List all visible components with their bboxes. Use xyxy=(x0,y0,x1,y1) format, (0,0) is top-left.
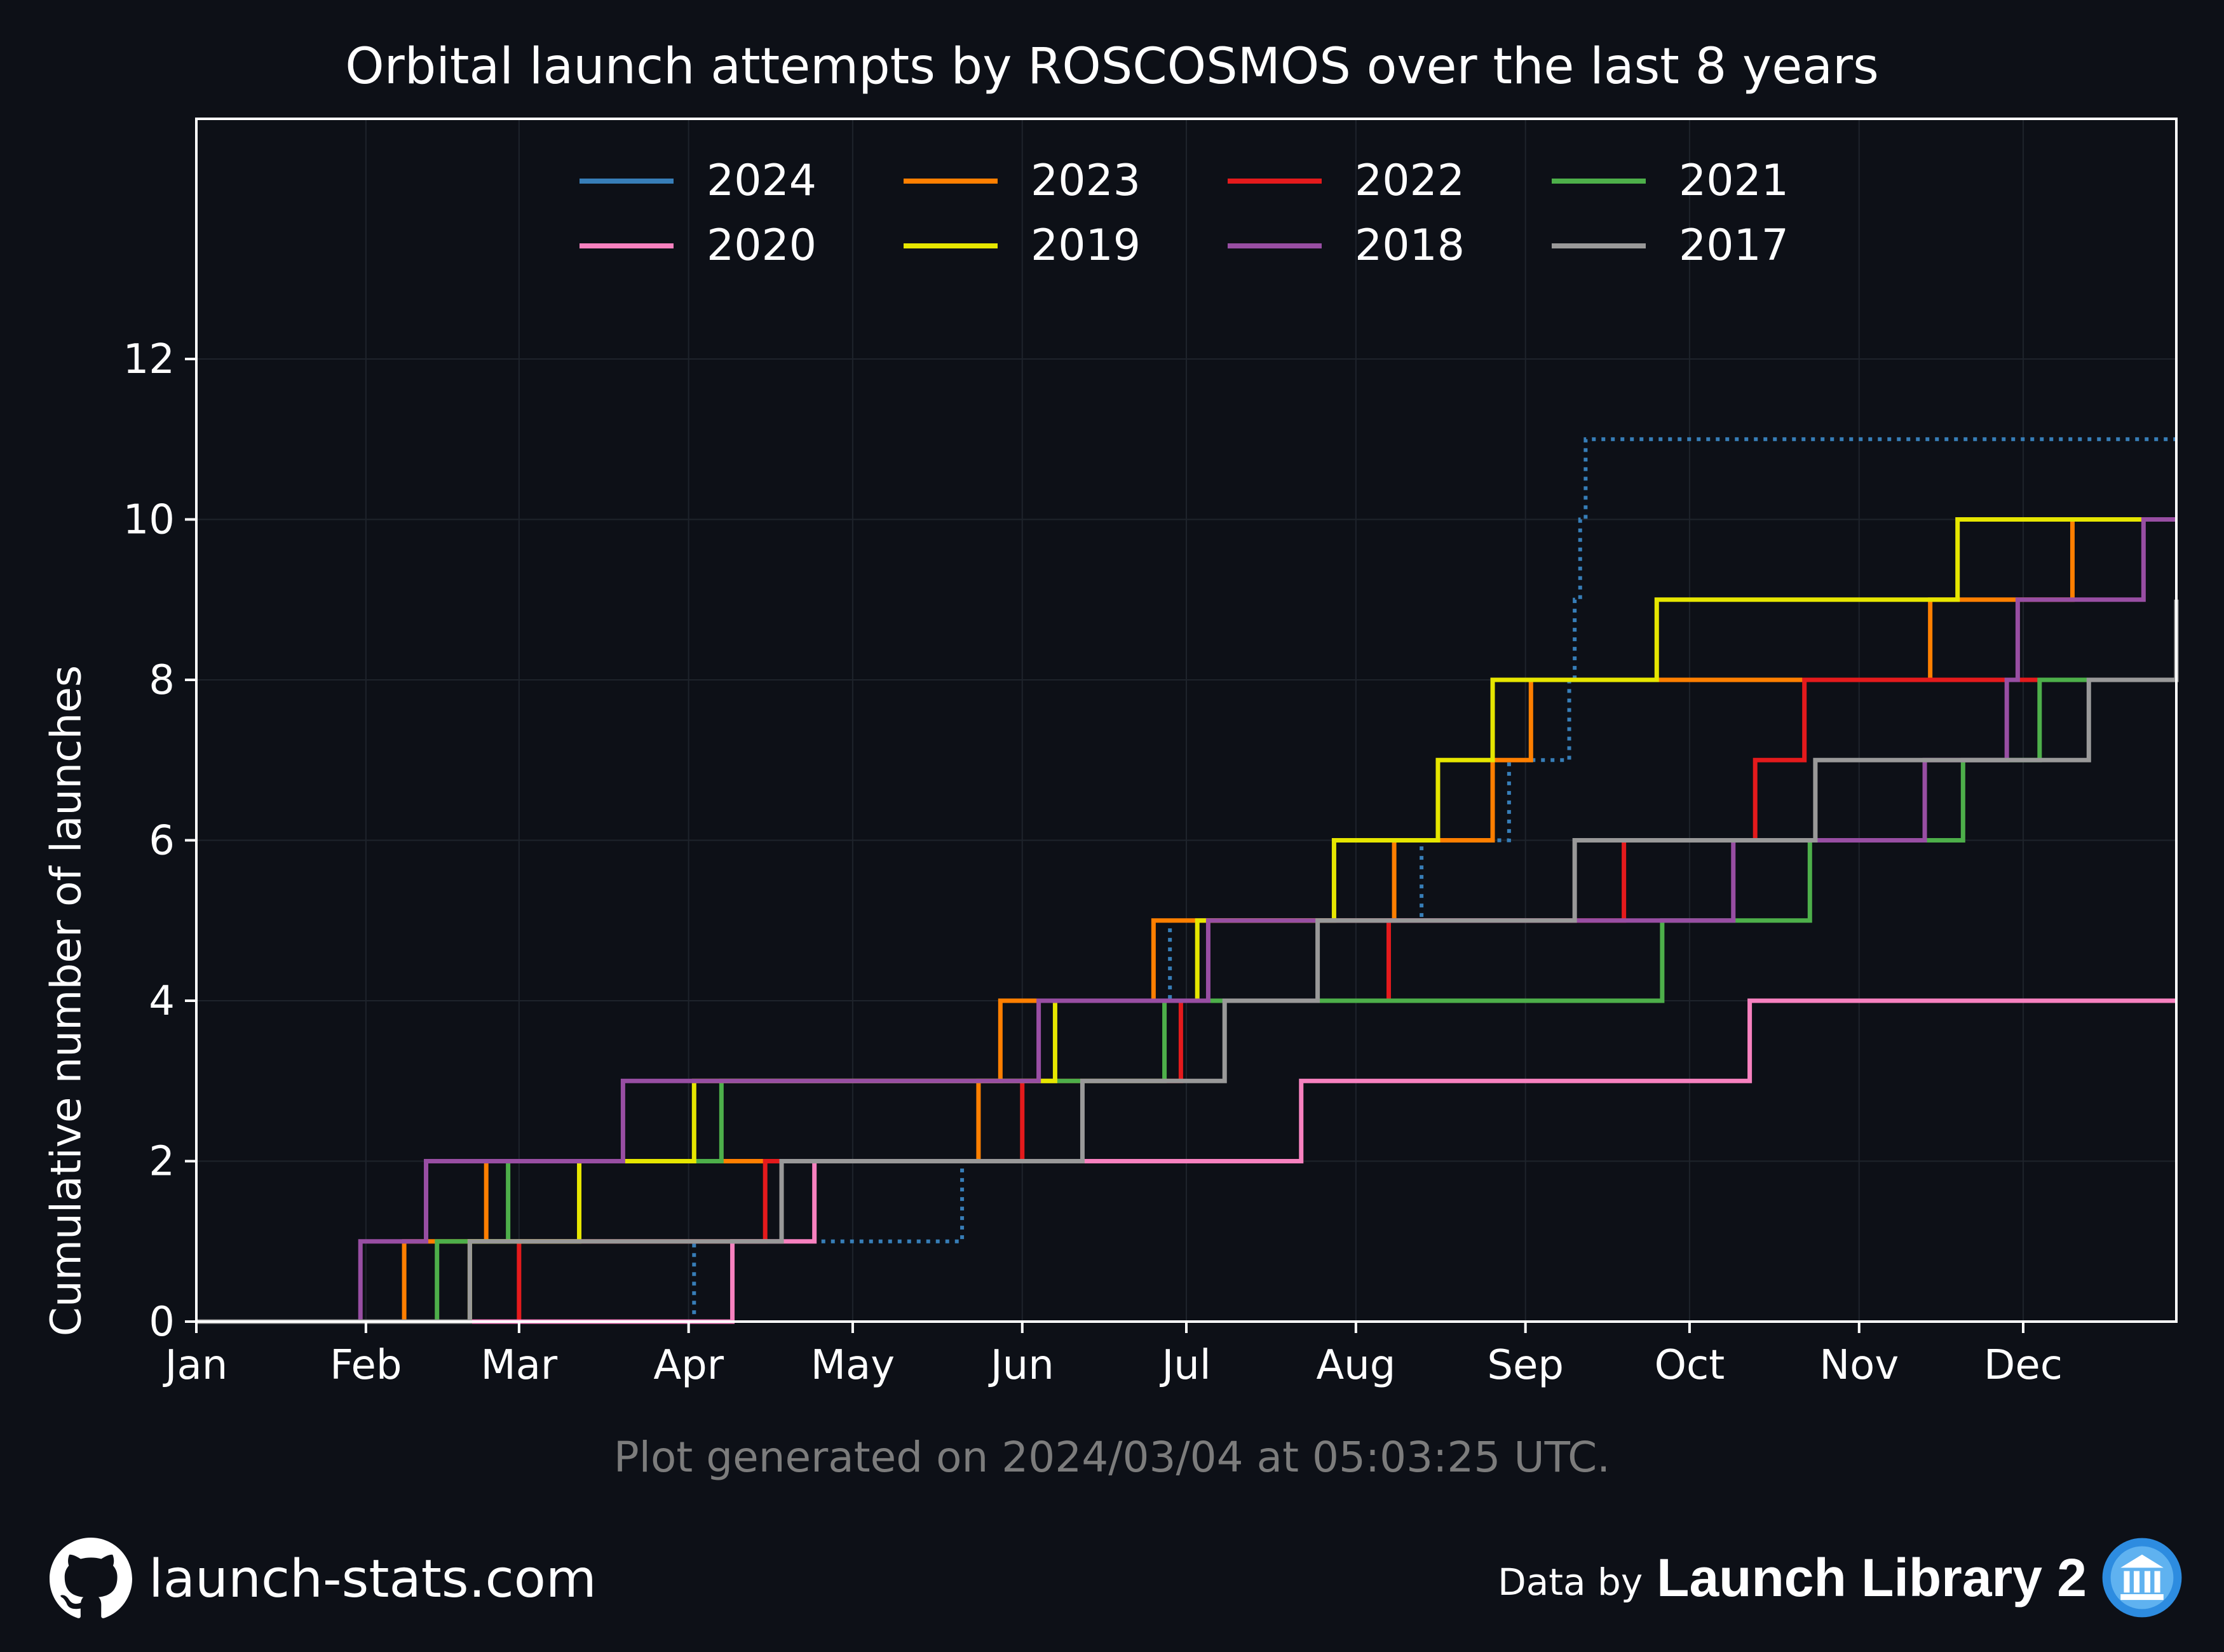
legend-item-2017: 2017 xyxy=(1552,220,1789,271)
y-tick-label: 2 xyxy=(149,1139,175,1186)
legend-label: 2017 xyxy=(1679,220,1789,271)
legend-item-2018: 2018 xyxy=(1228,220,1465,271)
legend-label: 2018 xyxy=(1355,220,1465,271)
footer-site: launch-stats.com xyxy=(50,1538,597,1620)
legend-swatch xyxy=(1228,243,1322,248)
legend-label: 2019 xyxy=(1031,220,1141,271)
launch-library-icon xyxy=(2102,1538,2182,1618)
legend-label: 2022 xyxy=(1355,156,1465,206)
legend-label: 2023 xyxy=(1031,156,1141,206)
series-line-2024 xyxy=(196,437,2176,1324)
x-tick-label: Mar xyxy=(480,1342,557,1389)
y-tick-label: 0 xyxy=(149,1299,175,1346)
y-tick-label: 4 xyxy=(149,978,175,1025)
axis-ticks: Jan Feb Mar Apr May Jun Jul Aug Sep Oct Nov Dec 0 2 4 6… xyxy=(123,336,2063,1389)
x-tick-label: Aug xyxy=(1316,1342,1395,1389)
legend-item-2021: 2021 xyxy=(1552,156,1789,206)
chart-title: Orbital launch attempts by ROSCOSMOS ove… xyxy=(345,38,1879,95)
footer-attribution: Data by Launch Library 2 xyxy=(1498,1536,2183,1619)
data-by-label: Data by xyxy=(1498,1561,1643,1604)
x-tick-label: Sep xyxy=(1487,1342,1564,1389)
grid-lines xyxy=(196,119,2176,1322)
legend-swatch xyxy=(1552,178,1646,184)
x-tick-label: May xyxy=(811,1342,895,1389)
legend-item-2024: 2024 xyxy=(580,156,817,206)
provider-name[interactable]: Launch Library 2 xyxy=(1657,1547,2087,1608)
series-lines xyxy=(196,437,2179,1324)
site-link[interactable]: launch-stats.com xyxy=(149,1548,597,1609)
legend-swatch xyxy=(580,243,674,248)
x-tick-label: Jun xyxy=(988,1342,1054,1389)
series-line-2017 xyxy=(196,599,2179,1324)
legend-swatch xyxy=(1228,178,1322,184)
x-tick-label: Feb xyxy=(330,1342,402,1389)
legend-swatch xyxy=(904,178,998,184)
x-tick-label: Dec xyxy=(1984,1342,2063,1389)
x-tick-label: Oct xyxy=(1655,1342,1725,1389)
x-tick-label: Apr xyxy=(653,1342,724,1389)
legend-item-2020: 2020 xyxy=(580,220,817,271)
x-tick-label: Jan xyxy=(163,1342,228,1389)
legend-item-2019: 2019 xyxy=(904,220,1141,271)
y-tick-label: 12 xyxy=(123,336,175,383)
legend-swatch xyxy=(580,178,674,184)
legend-label: 2020 xyxy=(707,220,817,271)
legend-label: 2021 xyxy=(1679,156,1789,206)
github-icon xyxy=(50,1538,132,1618)
legend-item-2022: 2022 xyxy=(1228,156,1465,206)
legend-swatch xyxy=(1552,243,1646,248)
legend-swatch xyxy=(904,243,998,248)
y-tick-label: 8 xyxy=(149,657,175,704)
y-tick-label: 10 xyxy=(123,497,175,544)
y-axis-label: Cumulative number of launches xyxy=(41,665,91,1337)
x-tick-label: Nov xyxy=(1819,1342,1899,1389)
legend-item-2023: 2023 xyxy=(904,156,1141,206)
y-tick-label: 6 xyxy=(149,818,175,865)
x-tick-label: Jul xyxy=(1159,1342,1210,1389)
generated-timestamp: Plot generated on 2024/03/04 at 05:03:25… xyxy=(613,1433,1611,1482)
legend-label: 2024 xyxy=(707,156,817,206)
